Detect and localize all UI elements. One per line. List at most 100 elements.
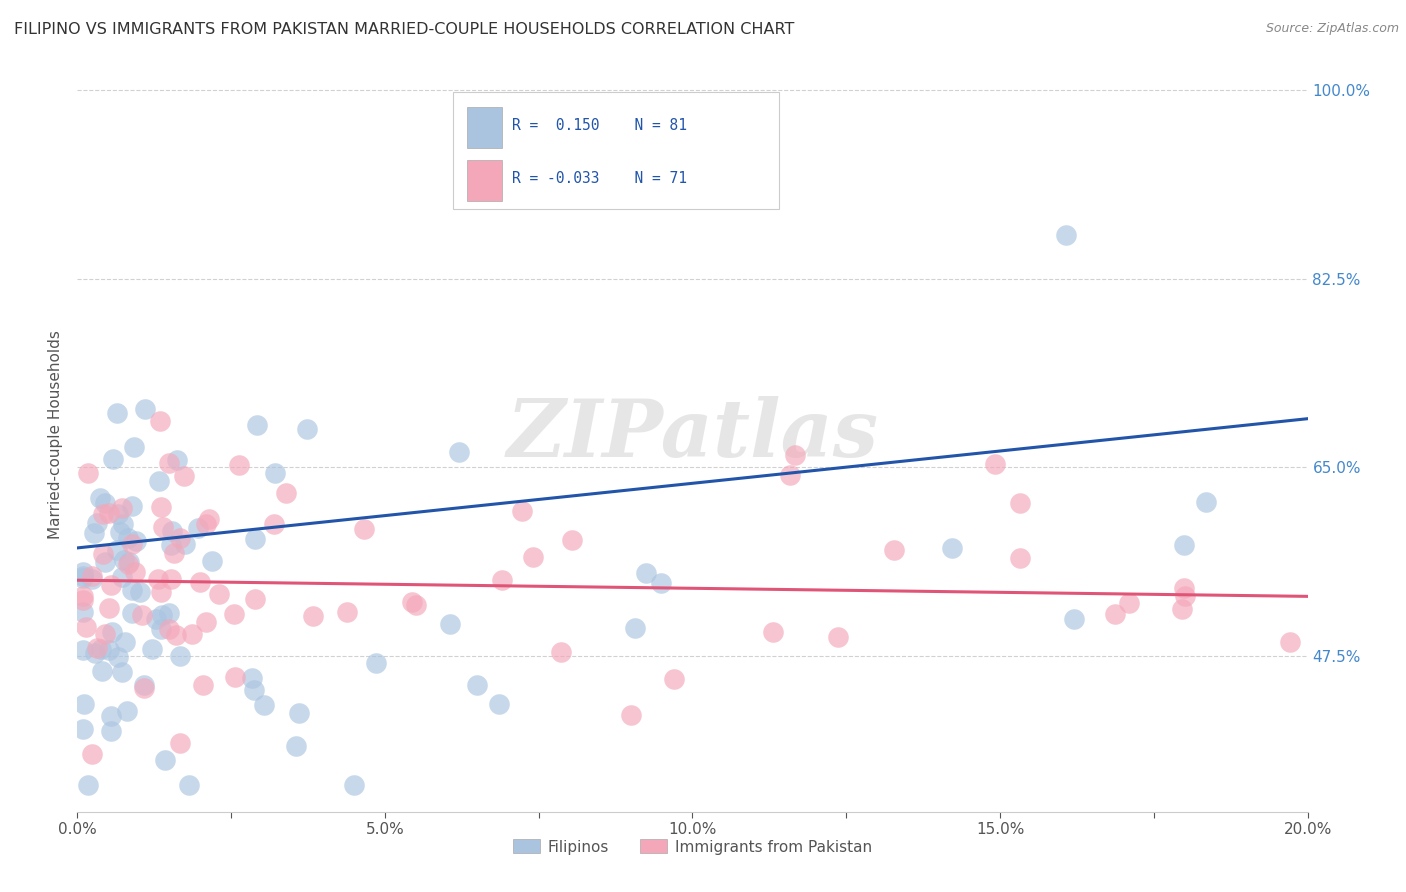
Point — [194, 516, 217, 531]
Point — [550, 645, 572, 659]
Point — [94, 555, 117, 569]
Point — [1171, 602, 1194, 616]
Point — [169, 648, 191, 663]
Point — [208, 587, 231, 601]
Point — [101, 452, 124, 467]
Point — [253, 698, 276, 712]
Text: R =  0.150    N = 81: R = 0.150 N = 81 — [512, 119, 686, 133]
Point — [124, 440, 146, 454]
Text: ZIPatlas: ZIPatlas — [506, 396, 879, 474]
Point — [287, 706, 309, 720]
Point — [80, 572, 103, 586]
Point — [108, 524, 131, 539]
Point — [107, 507, 129, 521]
Point — [169, 736, 191, 750]
Y-axis label: Married-couple Households: Married-couple Households — [48, 330, 63, 540]
FancyBboxPatch shape — [467, 107, 502, 148]
Point — [243, 591, 266, 606]
Text: Source: ZipAtlas.com: Source: ZipAtlas.com — [1265, 22, 1399, 36]
Point — [177, 778, 200, 792]
Point — [1174, 589, 1197, 603]
Point — [160, 524, 183, 538]
Point — [100, 577, 122, 591]
Point — [83, 525, 105, 540]
Point — [149, 585, 172, 599]
Point — [111, 665, 134, 680]
Point — [72, 589, 94, 603]
Point — [100, 723, 122, 738]
Point — [762, 624, 785, 639]
Point — [145, 612, 167, 626]
Point — [100, 624, 122, 639]
Point — [336, 605, 359, 619]
Point — [243, 683, 266, 698]
Point — [94, 627, 117, 641]
Point — [264, 466, 287, 480]
Point — [111, 516, 134, 531]
Point — [198, 512, 221, 526]
Point — [984, 457, 1007, 471]
Point — [353, 522, 375, 536]
Point — [91, 664, 114, 678]
Point — [105, 406, 128, 420]
Point — [146, 572, 169, 586]
Point — [364, 657, 387, 671]
Point — [134, 401, 156, 416]
FancyBboxPatch shape — [453, 92, 779, 209]
Point — [114, 634, 136, 648]
Point — [118, 555, 141, 569]
Point — [240, 672, 263, 686]
Point — [77, 778, 100, 792]
Point — [193, 678, 215, 692]
Point — [1173, 538, 1195, 552]
Point — [72, 571, 94, 585]
Point — [285, 739, 308, 753]
Point — [173, 469, 195, 483]
Point — [228, 458, 250, 472]
Point — [141, 641, 163, 656]
Point — [93, 508, 115, 522]
Point — [343, 778, 366, 792]
Point — [132, 681, 155, 695]
Point — [439, 616, 461, 631]
Point — [72, 606, 94, 620]
Point — [188, 575, 211, 590]
Point — [160, 538, 183, 552]
Point — [132, 678, 155, 692]
Point — [224, 670, 246, 684]
Point — [149, 415, 172, 429]
Point — [129, 584, 152, 599]
Point — [634, 566, 657, 581]
Point — [105, 543, 128, 558]
Point — [181, 626, 204, 640]
Point — [89, 491, 111, 506]
Point — [90, 642, 112, 657]
Point — [194, 615, 217, 629]
Point — [72, 643, 94, 657]
Point — [117, 557, 139, 571]
Point — [125, 533, 148, 548]
Point — [121, 537, 143, 551]
Point — [263, 516, 285, 531]
Point — [561, 533, 583, 548]
Point — [449, 444, 471, 458]
Point — [86, 516, 108, 530]
Point — [1195, 495, 1218, 509]
Point — [662, 672, 685, 686]
FancyBboxPatch shape — [467, 160, 502, 202]
Point — [620, 708, 643, 723]
Point — [186, 521, 208, 535]
Point — [827, 630, 849, 644]
Point — [98, 642, 121, 657]
Point — [1054, 227, 1077, 242]
Point — [75, 620, 97, 634]
Point — [150, 608, 173, 623]
Point — [624, 621, 647, 635]
Text: FILIPINO VS IMMIGRANTS FROM PAKISTAN MARRIED-COUPLE HOUSEHOLDS CORRELATION CHART: FILIPINO VS IMMIGRANTS FROM PAKISTAN MAR… — [14, 22, 794, 37]
Point — [72, 592, 94, 607]
Point — [510, 504, 533, 518]
Point — [84, 646, 107, 660]
Point — [159, 572, 181, 586]
Point — [1010, 496, 1032, 510]
Point — [131, 608, 153, 623]
